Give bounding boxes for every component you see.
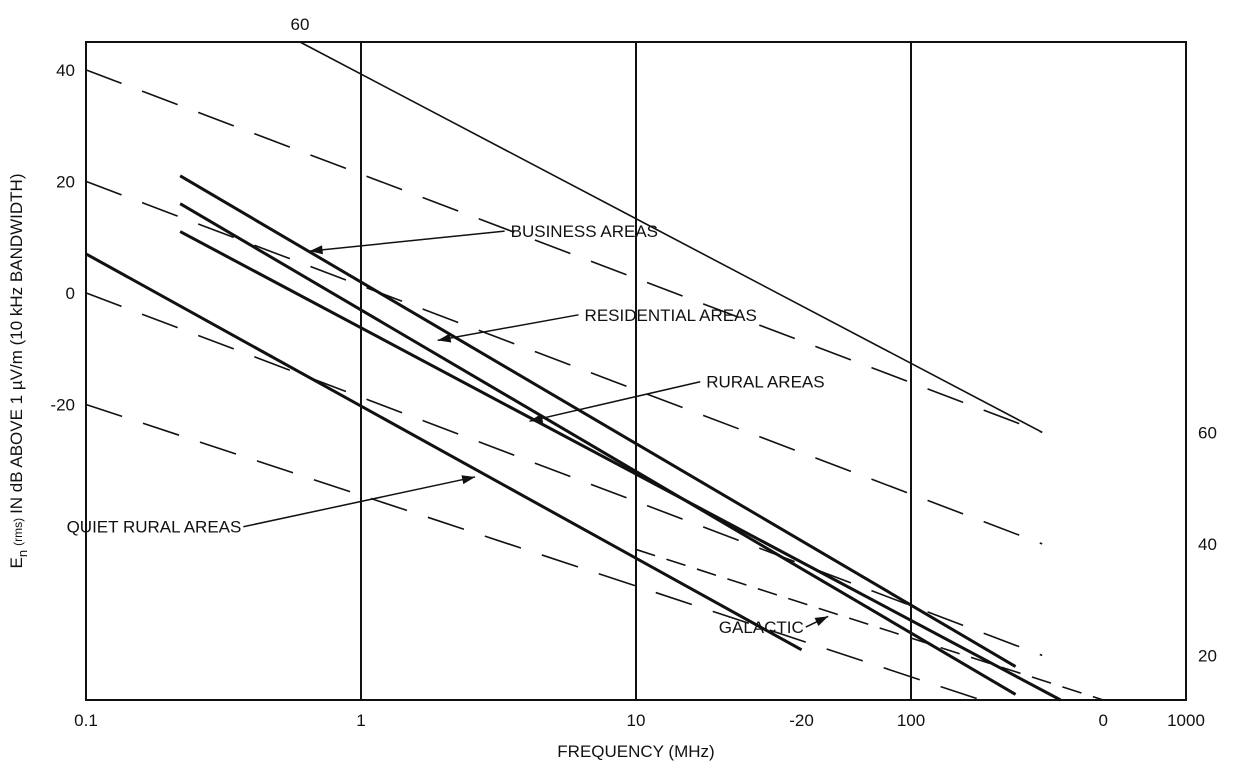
y-axis-title-subscript: n	[15, 550, 30, 557]
series-line-galactic	[635, 548, 1104, 701]
reference-line-7	[85, 180, 1043, 545]
annotation-rural-areas: RURAL AREAS	[706, 373, 824, 392]
arrow-line-residential-areas	[437, 314, 579, 342]
y-tick-labels: 40 20 0 -20	[50, 61, 75, 415]
x-tick-label-0-1: 0.1	[74, 711, 98, 730]
x-tick-label-10: 10	[627, 711, 646, 730]
arrow-head-quiet-rural-areas	[461, 475, 476, 485]
y-axis-title-main: E	[7, 557, 26, 568]
y-tick-label-20: 20	[56, 172, 75, 191]
y-axis-title-rest: IN dB ABOVE 1 µV/m (10 kHz BANDWIDTH)	[7, 174, 26, 514]
annotation-business-areas: BUSINESS AREAS	[511, 222, 658, 241]
reference-line-6	[85, 69, 1043, 434]
annotation-residential-areas: RESIDENTIAL AREAS	[585, 306, 757, 325]
y-tick-label-0: 0	[66, 284, 75, 303]
arrow-head-galactic	[814, 616, 829, 627]
series-line-quiet-rural-areas	[85, 252, 803, 652]
annotations: BUSINESS AREAS RESIDENTIAL AREAS RURAL ARE…	[67, 222, 829, 637]
x-tick-label-100: 100	[897, 711, 925, 730]
series-line-residential-areas	[179, 202, 1017, 696]
arrow-head-residential-areas	[437, 333, 452, 343]
outside-label-bottom-5: 0	[1098, 711, 1107, 730]
outside-labels: 60 60 40 20 -20 0	[291, 15, 1217, 730]
series-line-rural-areas	[179, 230, 1062, 702]
series-line-business-areas	[179, 174, 1017, 668]
y-axis-title-small: (rms)	[11, 518, 25, 546]
outside-label-bottom-4: -20	[789, 711, 814, 730]
arrow-line-quiet-rural-areas	[243, 476, 476, 528]
x-tick-labels: 0.1 1 10 100 1000	[74, 711, 1205, 730]
y-axis-title: En (rms) IN dB ABOVE 1 µV/m (10 kHz BANDWI…	[7, 174, 30, 569]
outside-label-top-0: 60	[291, 15, 310, 34]
x-tick-label-1: 1	[356, 711, 365, 730]
x-tick-label-1000: 1000	[1167, 711, 1205, 730]
reference-line-8	[85, 292, 1043, 657]
arrow-line-business-areas	[309, 230, 505, 252]
arrow-line-rural-areas	[529, 380, 701, 422]
y-tick-label-40: 40	[56, 61, 75, 80]
arrow-head-rural-areas	[529, 413, 544, 423]
outside-label-right-3: 20	[1198, 646, 1217, 665]
y-tick-label-20: -20	[50, 395, 75, 414]
outside-label-right-1: 60	[1198, 423, 1217, 442]
reference-line-9	[85, 403, 982, 701]
annotation-quiet-rural-areas: QUIET RURAL AREAS	[67, 518, 242, 537]
annotation-galactic: GALACTIC	[719, 618, 804, 637]
series-layer	[85, 41, 1104, 702]
grid-layer	[360, 42, 912, 700]
x-axis-title: FREQUENCY (MHz)	[557, 742, 714, 761]
reference-line-5	[299, 41, 1043, 434]
arrow-head-business-areas	[309, 245, 323, 255]
outside-label-right-2: 40	[1198, 535, 1217, 554]
